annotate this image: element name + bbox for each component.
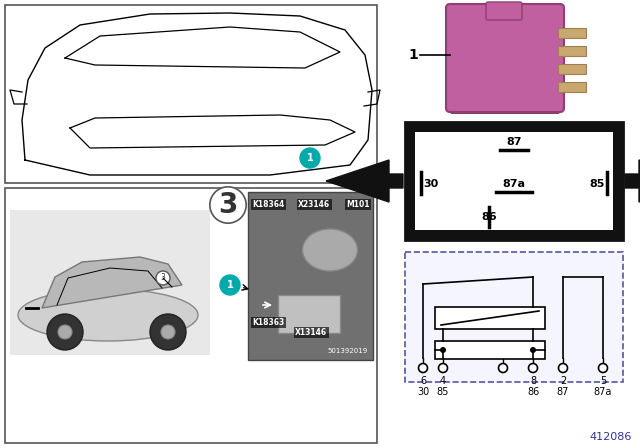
FancyArrow shape [625,160,640,202]
Bar [558,28,586,38]
Circle shape [529,363,538,372]
Bar [558,46,586,56]
Text: X13146: X13146 [295,328,327,337]
Circle shape [438,363,447,372]
Text: 87: 87 [557,387,569,397]
Circle shape [530,347,536,353]
Text: 87a: 87a [502,179,525,189]
FancyBboxPatch shape [486,2,522,20]
Text: 501392019: 501392019 [328,348,368,354]
Bar [248,192,373,360]
Circle shape [440,347,446,353]
Text: 85: 85 [589,179,605,189]
Bar [558,82,586,92]
Ellipse shape [18,289,198,341]
Circle shape [598,363,607,372]
Text: 1: 1 [227,280,234,290]
Text: 87: 87 [506,137,522,147]
Text: 6: 6 [420,376,426,386]
Text: 1: 1 [307,153,314,163]
Text: M101: M101 [346,200,369,209]
Text: 86: 86 [527,387,539,397]
Circle shape [559,363,568,372]
Text: 8: 8 [530,376,536,386]
Circle shape [419,363,428,372]
Circle shape [499,363,508,372]
Bar [558,64,586,74]
Bar [278,295,340,333]
Circle shape [156,271,170,285]
Text: 4: 4 [440,376,446,386]
Text: 86: 86 [481,212,497,222]
Circle shape [220,275,240,295]
Text: K18363: K18363 [252,318,284,327]
Text: 5: 5 [600,376,606,386]
Bar [405,122,623,240]
Text: K18364: K18364 [252,200,284,209]
Bar [5,5,377,183]
Ellipse shape [303,229,358,271]
FancyBboxPatch shape [450,98,560,114]
Bar [415,132,613,230]
Text: 30: 30 [423,179,438,189]
Circle shape [300,148,320,168]
Text: 87a: 87a [594,387,612,397]
Bar [10,210,210,355]
Bar [5,188,377,443]
Polygon shape [42,257,182,308]
Text: 30: 30 [417,387,429,397]
Circle shape [161,325,175,339]
Text: 2: 2 [560,376,566,386]
Circle shape [47,314,83,350]
Text: X23146: X23146 [298,200,330,209]
Bar [405,252,623,382]
FancyBboxPatch shape [446,4,564,112]
Text: 3: 3 [218,191,237,219]
Circle shape [150,314,186,350]
Bar [435,307,545,329]
Text: 3: 3 [161,273,165,283]
Circle shape [58,325,72,339]
Bar [435,341,545,359]
Text: 1: 1 [408,48,418,62]
Text: 412086: 412086 [589,432,632,442]
Text: 85: 85 [437,387,449,397]
FancyArrow shape [326,160,403,202]
